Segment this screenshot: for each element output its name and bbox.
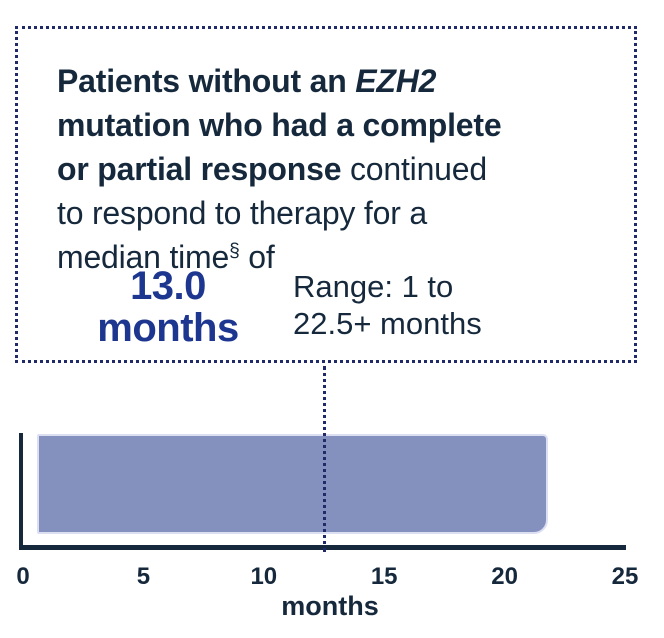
range-text: Range: 1 to 22.5+ months xyxy=(293,265,482,342)
range-line-1: Range: 1 to xyxy=(293,269,454,304)
paragraph-line-5: median time§ of xyxy=(57,235,634,279)
gene-name-ezh2: EZH2 xyxy=(355,63,437,99)
x-tick-15: 15 xyxy=(370,563,398,590)
median-dotted-line xyxy=(322,366,326,552)
x-tick-10: 10 xyxy=(250,563,278,590)
regular-text: continued xyxy=(341,151,487,187)
bold-text: or partial response xyxy=(57,151,342,187)
paragraph-line-2: mutation who had a complete xyxy=(57,103,634,147)
paragraph-line-4: to respond to therapy for a xyxy=(57,191,634,235)
paragraph-line-1: Patients without an EZH2 xyxy=(57,59,634,103)
bold-text: mutation who had a complete xyxy=(57,107,502,143)
stat-row: 13.0 months Range: 1 to 22.5+ months xyxy=(18,265,634,349)
regular-text: to respond to therapy for a xyxy=(57,195,427,231)
regular-text: median time xyxy=(57,239,230,275)
regular-text: of xyxy=(239,239,275,275)
x-tick-0: 0 xyxy=(16,563,30,590)
bold-text: Patients without an xyxy=(57,63,356,99)
median-stat: 13.0 months xyxy=(68,265,268,349)
x-tick-25: 25 xyxy=(611,563,639,590)
median-stat-value: 13.0 xyxy=(130,264,206,308)
footnote-marker: § xyxy=(229,240,240,262)
y-axis-line xyxy=(19,433,23,550)
duration-bar xyxy=(37,434,548,534)
x-tick-5: 5 xyxy=(136,563,151,590)
callout-box: Patients without an EZH2 mutation who ha… xyxy=(15,26,637,363)
bar-chart: 0 5 10 15 20 25 months xyxy=(0,420,664,638)
x-tick-20: 20 xyxy=(491,563,518,590)
callout-paragraph: Patients without an EZH2 mutation who ha… xyxy=(18,29,634,279)
x-axis-label: months xyxy=(281,591,379,621)
range-line-2: 22.5+ months xyxy=(293,306,482,341)
median-stat-unit: months xyxy=(97,306,239,350)
paragraph-line-3: or partial response continued xyxy=(57,147,634,191)
